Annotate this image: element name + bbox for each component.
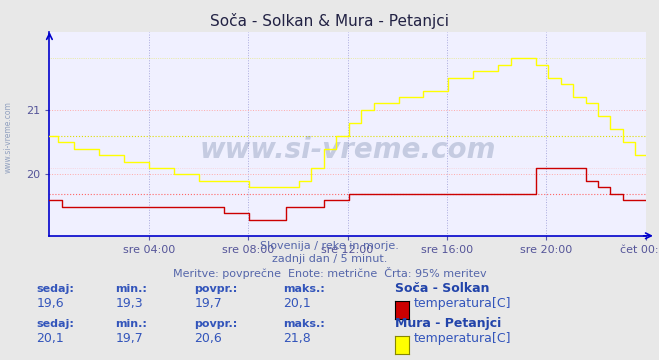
Text: maks.:: maks.: — [283, 319, 325, 329]
Text: Soča - Solkan: Soča - Solkan — [395, 282, 490, 294]
Text: Slovenija / reke in morje.: Slovenija / reke in morje. — [260, 241, 399, 251]
Text: 20,6: 20,6 — [194, 332, 222, 345]
Text: 20,1: 20,1 — [283, 297, 311, 310]
Text: maks.:: maks.: — [283, 284, 325, 294]
Text: www.si-vreme.com: www.si-vreme.com — [4, 101, 13, 173]
Text: 21,8: 21,8 — [283, 332, 311, 345]
Text: 19,3: 19,3 — [115, 297, 143, 310]
Text: www.si-vreme.com: www.si-vreme.com — [200, 136, 496, 165]
Text: povpr.:: povpr.: — [194, 284, 238, 294]
Text: min.:: min.: — [115, 284, 147, 294]
Text: povpr.:: povpr.: — [194, 319, 238, 329]
Text: zadnji dan / 5 minut.: zadnji dan / 5 minut. — [272, 254, 387, 264]
Text: sedaj:: sedaj: — [36, 284, 74, 294]
Text: Mura - Petanjci: Mura - Petanjci — [395, 317, 501, 330]
Text: 19,7: 19,7 — [115, 332, 143, 345]
Text: Meritve: povprečne  Enote: metrične  Črta: 95% meritev: Meritve: povprečne Enote: metrične Črta:… — [173, 267, 486, 279]
Text: 20,1: 20,1 — [36, 332, 64, 345]
Text: Soča - Solkan & Mura - Petanjci: Soča - Solkan & Mura - Petanjci — [210, 13, 449, 28]
Text: sedaj:: sedaj: — [36, 319, 74, 329]
Text: 19,6: 19,6 — [36, 297, 64, 310]
Text: min.:: min.: — [115, 319, 147, 329]
Text: temperatura[C]: temperatura[C] — [414, 332, 511, 345]
Text: 19,7: 19,7 — [194, 297, 222, 310]
Text: temperatura[C]: temperatura[C] — [414, 297, 511, 310]
